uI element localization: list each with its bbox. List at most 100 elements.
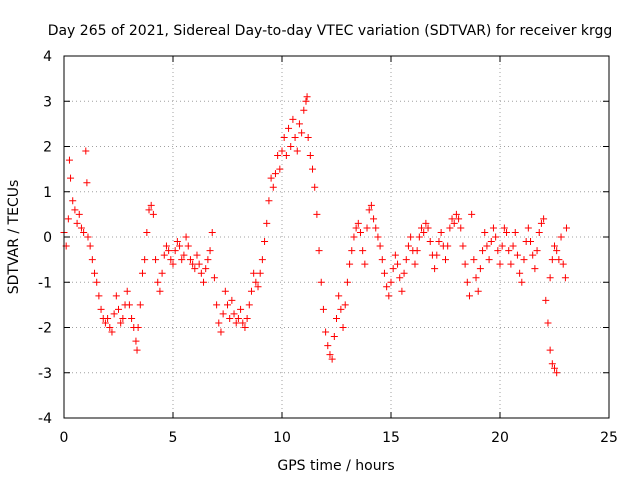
y-axis-label: SDTVAR / TECUs <box>6 180 22 295</box>
data-point-plus <box>97 305 105 313</box>
data-point-plus <box>555 256 563 264</box>
data-point-plus <box>119 314 127 322</box>
data-point-plus <box>431 265 439 273</box>
data-point-plus <box>261 238 269 246</box>
y-tick-label: 1 <box>43 185 52 201</box>
data-point-plus <box>95 292 103 300</box>
data-point-plus <box>274 152 282 160</box>
data-point-plus <box>176 242 184 250</box>
data-point-plus <box>376 242 384 250</box>
data-point-plus <box>540 215 548 223</box>
data-point-plus <box>389 265 397 273</box>
data-point-plus <box>287 143 295 150</box>
data-point-plus <box>243 314 251 322</box>
data-point-plus <box>391 251 399 259</box>
data-point-plus <box>383 283 391 291</box>
data-point-plus <box>503 228 511 236</box>
data-point-plus <box>492 233 500 241</box>
x-axis-label: GPS time / hours <box>277 458 394 474</box>
data-point-plus <box>535 228 543 236</box>
data-point-plus <box>498 242 506 250</box>
data-point-plus <box>378 256 386 264</box>
data-point-plus <box>200 278 208 286</box>
data-point-plus <box>544 319 552 327</box>
data-point-plus <box>494 247 502 255</box>
data-point-plus <box>71 206 79 214</box>
x-tick-label: 5 <box>169 430 178 446</box>
data-point-plus <box>463 278 471 286</box>
data-point-plus <box>108 328 116 336</box>
data-point-plus <box>537 219 545 227</box>
data-point-plus <box>418 224 426 232</box>
data-point-plus <box>516 269 524 277</box>
data-point-plus <box>553 369 561 377</box>
data-point-plus <box>226 314 234 322</box>
y-tick-label: -3 <box>38 366 52 382</box>
data-point-plus <box>195 260 203 268</box>
data-point-plus <box>328 355 336 363</box>
data-point-plus <box>442 256 449 264</box>
data-point-plus <box>359 247 367 255</box>
data-point-plus <box>115 305 122 313</box>
data-point-plus <box>280 133 288 141</box>
data-point-plus <box>215 319 223 327</box>
data-point-plus <box>470 256 478 264</box>
data-point-plus <box>237 305 245 313</box>
data-point-plus <box>529 251 537 259</box>
data-point-plus <box>93 278 101 286</box>
data-point-plus <box>282 152 290 160</box>
data-point-plus <box>265 197 273 205</box>
data-point-plus <box>84 233 92 241</box>
data-point-plus <box>341 301 349 309</box>
data-point-plus <box>112 292 120 300</box>
data-point-plus <box>147 201 155 209</box>
data-point-plus <box>496 260 504 268</box>
data-point-plus <box>455 215 463 223</box>
data-point-plus <box>452 210 460 218</box>
data-point-plus <box>394 260 402 268</box>
data-point-plus <box>217 328 225 336</box>
data-point-plus <box>372 224 380 232</box>
data-point-plus <box>241 324 249 331</box>
data-point-plus <box>300 106 308 114</box>
data-point-plus <box>263 219 271 227</box>
data-point-plus <box>311 183 319 191</box>
data-point-plus <box>542 296 550 304</box>
data-point-plus <box>337 305 345 313</box>
data-point-plus <box>83 179 91 187</box>
data-point-plus <box>77 224 85 232</box>
data-point-plus <box>333 314 340 322</box>
data-point-plus <box>128 314 136 322</box>
data-point-plus <box>444 242 452 250</box>
data-point-plus <box>208 228 216 236</box>
data-point-plus <box>254 283 262 291</box>
data-point-plus <box>551 242 558 250</box>
x-tick-label: 0 <box>60 430 69 446</box>
data-point-plus <box>278 147 286 155</box>
data-point-plus <box>73 219 81 227</box>
data-point-plus <box>457 224 465 232</box>
data-point-plus <box>125 301 133 309</box>
data-point-plus <box>298 129 306 137</box>
data-point-plus <box>136 301 144 309</box>
data-point-plus <box>133 346 141 354</box>
data-point-plus <box>193 251 201 259</box>
data-point-plus <box>141 256 149 264</box>
data-point-plus <box>64 215 72 223</box>
data-point-plus <box>88 256 96 264</box>
data-point-plus <box>149 210 157 218</box>
grid <box>64 56 609 418</box>
data-point-plus <box>518 278 526 286</box>
data-point-plus <box>348 247 356 255</box>
data-point-plus <box>224 301 231 309</box>
data-point-plus <box>221 287 229 295</box>
data-point-plus <box>134 324 142 331</box>
data-point-plus <box>322 328 330 336</box>
data-point-plus <box>448 215 456 223</box>
data-point-plus <box>132 337 140 345</box>
data-point-plus <box>420 228 428 236</box>
data-point-plus <box>123 287 131 295</box>
data-point-plus <box>101 319 109 327</box>
data-point-plus <box>75 210 83 218</box>
